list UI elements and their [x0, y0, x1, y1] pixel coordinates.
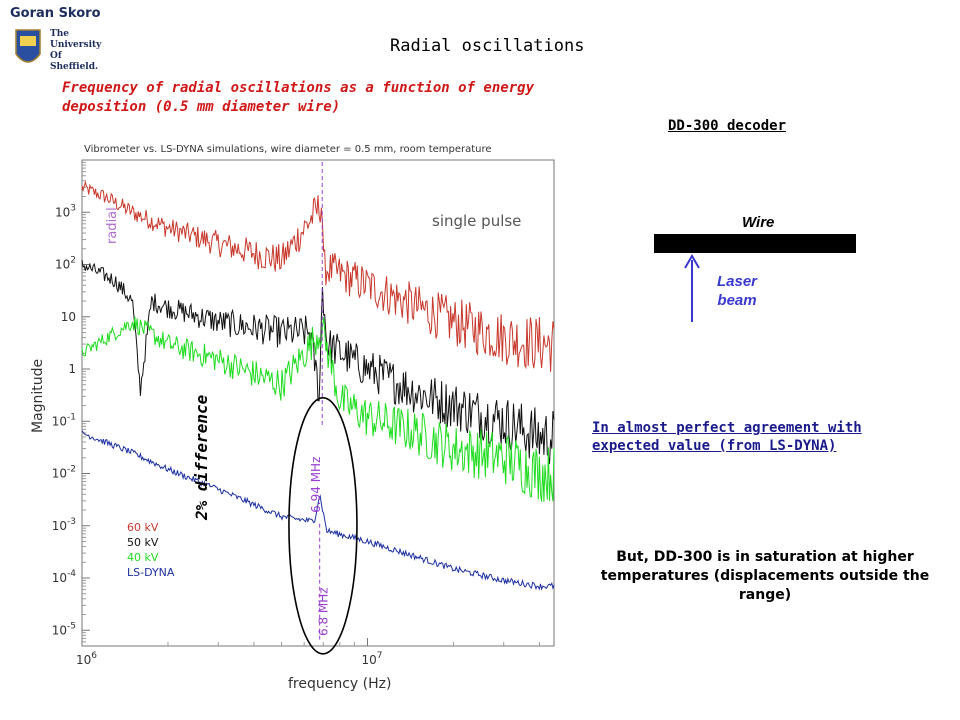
y-tick-label: 103	[55, 203, 76, 219]
legend-item: 50 kV	[127, 536, 159, 549]
x-axis-label: frequency (Hz)	[288, 676, 391, 692]
saturation-note: But, DD-300 is in saturation at higher t…	[600, 549, 930, 603]
magnitude-frequency-chart: Vibrometer vs. LS-DYNA simulations, wire…	[30, 144, 555, 692]
university-line: The	[50, 29, 69, 39]
page-title: Radial oscillations	[390, 36, 585, 56]
plot-frame	[81, 159, 555, 647]
university-line: Sheffield.	[50, 62, 98, 72]
laser-beam-label: Laser beam	[716, 273, 758, 309]
y-tick-label: 1	[68, 362, 76, 376]
y-tick-label: 10-4	[52, 569, 77, 585]
x-tick-label: 106	[76, 651, 97, 667]
y-tick-label: 10-1	[52, 412, 76, 428]
page-subtitle: Frequency of radial oscillations as a fu…	[62, 80, 535, 115]
y-tick-label: 10-2	[52, 465, 76, 481]
marker-label-top: 6.94 MHz	[309, 457, 323, 513]
series-line-ls-dyna	[81, 430, 555, 591]
laser-arrow-icon	[684, 254, 700, 322]
series-line-50-kv	[81, 259, 555, 465]
y-tick-label: 10-5	[52, 621, 76, 637]
wire-label: Wire	[742, 214, 775, 231]
y-tick-label: 10	[61, 310, 76, 324]
difference-label: 2% difference	[192, 394, 211, 520]
y-axis-label: Magnitude	[30, 359, 46, 433]
series-line-60-kv	[81, 180, 555, 372]
legend-item: LS-DYNA	[127, 566, 175, 579]
highlight-ellipse	[288, 396, 358, 655]
agreement-note: In almost perfect agreement with expecte…	[592, 420, 862, 454]
legend-item: 60 kV	[127, 521, 159, 534]
y-tick-label: 10-3	[52, 517, 76, 533]
series-line-40-kv	[81, 316, 555, 502]
y-tick-label: 102	[55, 256, 76, 272]
radial-label: radial	[105, 207, 120, 244]
legend-item: 40 kV	[127, 551, 159, 564]
single-pulse-label: single pulse	[432, 212, 521, 230]
university-line: University	[50, 40, 102, 50]
chart-title: Vibrometer vs. LS-DYNA simulations, wire…	[84, 144, 492, 155]
university-logo: The University Of Sheffield.	[15, 29, 102, 72]
marker-label-bottom: 6.8 MHz	[317, 587, 331, 636]
university-line: Of	[50, 51, 63, 61]
author-name: Goran Skoro	[10, 6, 101, 21]
x-tick-label: 107	[362, 651, 383, 667]
decoder-title: DD-300 decoder	[668, 118, 787, 134]
wire-bar	[654, 234, 856, 253]
